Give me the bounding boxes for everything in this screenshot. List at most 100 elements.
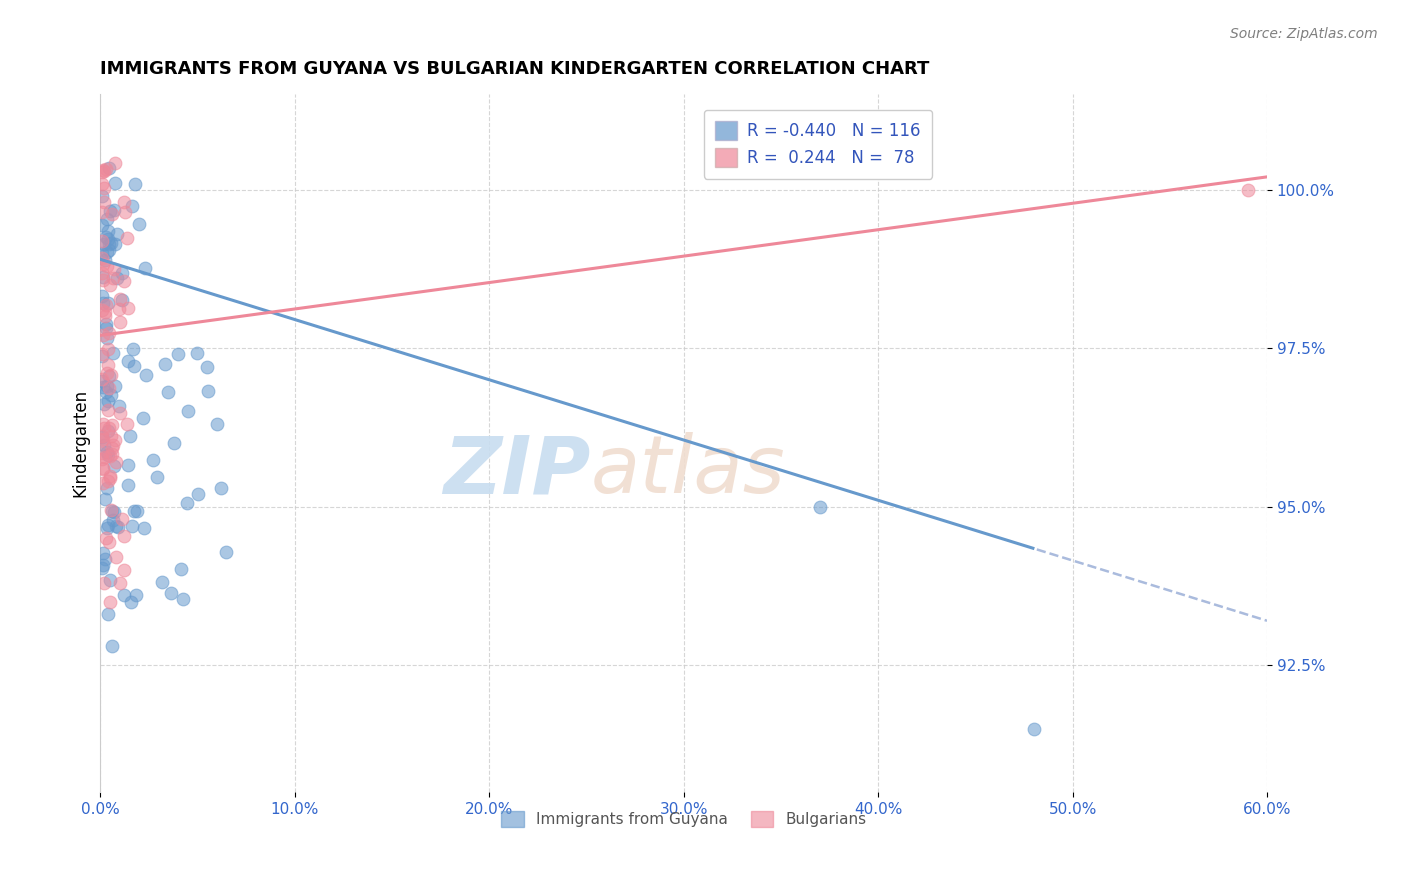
Point [91, 189, 114, 203]
Point [105, 519, 128, 533]
Point [100, 388, 122, 402]
Point [97, 358, 120, 372]
Point [94, 162, 117, 177]
Point [97, 381, 120, 395]
Point [98, 471, 121, 485]
Point [91, 218, 114, 232]
Point [91, 302, 114, 317]
Point [93, 438, 115, 452]
Point [108, 406, 131, 420]
Point [91, 273, 114, 287]
Point [101, 639, 124, 653]
Point [97, 517, 120, 532]
Point [205, 417, 228, 432]
Point [153, 357, 176, 371]
Point [101, 207, 124, 221]
Point [135, 368, 157, 383]
Point [142, 452, 165, 467]
Point [93, 162, 115, 177]
Point [93, 491, 115, 506]
Point [186, 346, 208, 360]
Point [97, 342, 120, 356]
Point [121, 199, 143, 213]
Point [91, 347, 114, 361]
Point [98, 244, 121, 258]
Point [122, 504, 145, 518]
Point [107, 227, 129, 241]
Point [808, 500, 831, 514]
Point [101, 345, 124, 359]
Point [98, 161, 121, 176]
Point [157, 385, 180, 400]
Point [96, 298, 118, 312]
Point [105, 455, 128, 469]
Point [91, 266, 114, 280]
Point [117, 353, 139, 368]
Point [101, 270, 124, 285]
Point [91, 446, 114, 460]
Point [160, 586, 183, 600]
Point [93, 163, 115, 178]
Point [100, 503, 122, 517]
Point [110, 315, 132, 329]
Point [91, 561, 114, 575]
Point [104, 237, 127, 252]
Point [112, 195, 135, 210]
Point [112, 588, 135, 602]
Point [115, 417, 138, 431]
Point [98, 468, 121, 483]
Point [122, 342, 145, 356]
Point [91, 257, 114, 271]
Point [195, 360, 218, 375]
Point [94, 318, 117, 332]
Point [97, 424, 120, 438]
Text: atlas: atlas [591, 432, 785, 510]
Point [146, 469, 169, 483]
Text: ZIP: ZIP [443, 432, 591, 510]
Point [91, 432, 114, 446]
Point [91, 165, 114, 179]
Point [91, 476, 114, 491]
Point [111, 293, 134, 308]
Point [91, 374, 114, 388]
Point [91, 462, 114, 476]
Point [93, 270, 115, 285]
Point [93, 558, 115, 573]
Point [101, 441, 124, 455]
Point [91, 433, 114, 447]
Point [111, 512, 134, 526]
Point [91, 430, 114, 444]
Point [91, 295, 114, 310]
Point [91, 204, 114, 219]
Text: IMMIGRANTS FROM GUYANA VS BULGARIAN KINDERGARTEN CORRELATION CHART: IMMIGRANTS FROM GUYANA VS BULGARIAN KIND… [100, 60, 929, 78]
Point [97, 394, 120, 409]
Point [100, 278, 122, 293]
Point [167, 347, 190, 361]
Y-axis label: Kindergarten: Kindergarten [72, 389, 89, 497]
Point [121, 595, 143, 609]
Point [197, 384, 219, 399]
Point [96, 260, 118, 274]
Point [114, 205, 136, 219]
Point [121, 519, 143, 533]
Point [94, 385, 117, 400]
Point [96, 379, 118, 393]
Point [97, 402, 120, 417]
Point [103, 203, 125, 218]
Point [104, 433, 127, 447]
Point [103, 459, 125, 474]
Point [117, 477, 139, 491]
Point [98, 237, 121, 252]
Point [100, 235, 122, 250]
Point [98, 326, 121, 340]
Point [94, 552, 117, 566]
Point [150, 575, 173, 590]
Point [93, 237, 115, 252]
Point [91, 452, 114, 467]
Point [163, 436, 186, 450]
Point [112, 529, 135, 543]
Point [131, 411, 153, 425]
Point [93, 181, 115, 195]
Point [108, 400, 131, 414]
Point [132, 521, 155, 535]
